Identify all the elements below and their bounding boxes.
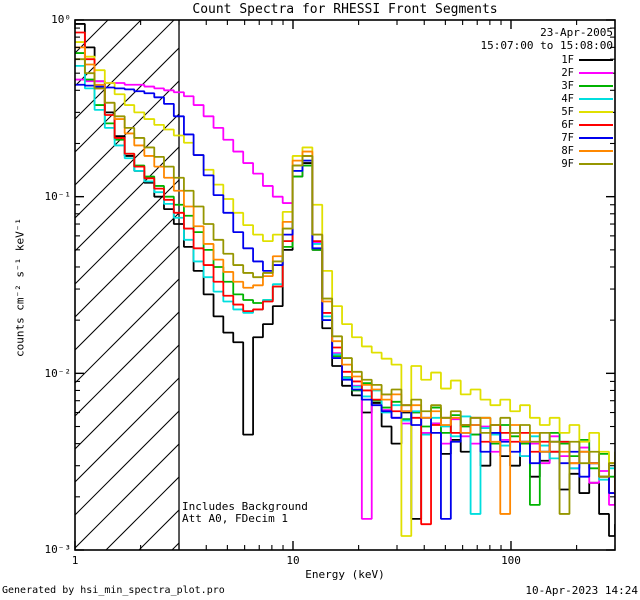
x-tick-label-1: 1 [71,554,79,567]
axis-ticks [74,19,616,551]
y-tick-label-1e-3: 10⁻³ [44,543,72,556]
legend-label-1f: 1F [561,54,574,67]
legend-swatch-3f [579,85,613,88]
legend-label-7f: 7F [561,131,574,144]
series-line-9f [75,58,615,515]
legend-label-8f: 8F [561,144,574,157]
x-axis-label: Energy (keV) [305,568,385,581]
series-line-4f [75,64,615,515]
observation-time-range: 15:07:00 to 15:08:00 [480,39,613,52]
legend-label-3f: 3F [561,80,574,93]
y-tick-label-1e-1: 10⁻¹ [44,190,72,203]
series-lines [75,23,615,537]
series-line-5f [75,41,615,537]
legend-swatch-6f [579,123,613,126]
series-line-6f [75,31,615,526]
legend-label-9f: 9F [561,157,574,170]
series-line-2f [75,78,615,520]
y-tick-label-1e-2: 10⁻² [44,367,72,380]
legend-swatch-4f [579,98,613,101]
legend: 1F 2F 3F 4F 5F 6F 7F 8F 9F [535,54,613,170]
annotation-includes-background: Includes Background [182,500,308,513]
observation-date: 23-Apr-2005 [540,26,613,39]
legend-label-6f: 6F [561,118,574,131]
legend-item-6f: 6F [535,118,613,131]
plot-frame [74,19,616,551]
footer-generated-by: Generated by hsi_min_spectra_plot.pro [2,585,225,596]
legend-swatch-5f [579,111,613,113]
legend-item-8f: 8F [535,144,613,157]
hatch-region [75,20,180,550]
legend-swatch-2f [579,72,613,75]
legend-swatch-8f [579,149,613,152]
legend-item-5f: 5F [535,106,613,119]
footer-timestamp: 10-Apr-2023 14:24 [525,584,638,597]
x-tick-label-10: 10 [286,554,300,567]
x-tick-label-100: 100 [501,554,521,567]
legend-item-7f: 7F [535,131,613,144]
legend-item-9f: 9F [535,157,613,170]
annotation-attenuator-state: Att A0, FDecim 1 [182,512,288,525]
series-line-1f [75,23,615,537]
legend-swatch-7f [579,136,613,139]
series-line-7f [75,83,615,520]
legend-label-2f: 2F [561,67,574,80]
legend-item-1f: 1F [535,54,613,67]
legend-item-2f: 2F [535,67,613,80]
legend-swatch-9f [579,162,613,165]
y-tick-label-1e0: 10⁰ [51,13,71,26]
y-axis-label: counts cm⁻² s⁻¹ keV⁻¹ [13,217,27,358]
legend-item-3f: 3F [535,80,613,93]
legend-label-4f: 4F [561,93,574,106]
legend-swatch-1f [579,59,613,62]
legend-label-5f: 5F [561,106,574,118]
legend-item-4f: 4F [535,93,613,106]
chart-title: Count Spectra for RHESSI Front Segments [192,2,498,17]
